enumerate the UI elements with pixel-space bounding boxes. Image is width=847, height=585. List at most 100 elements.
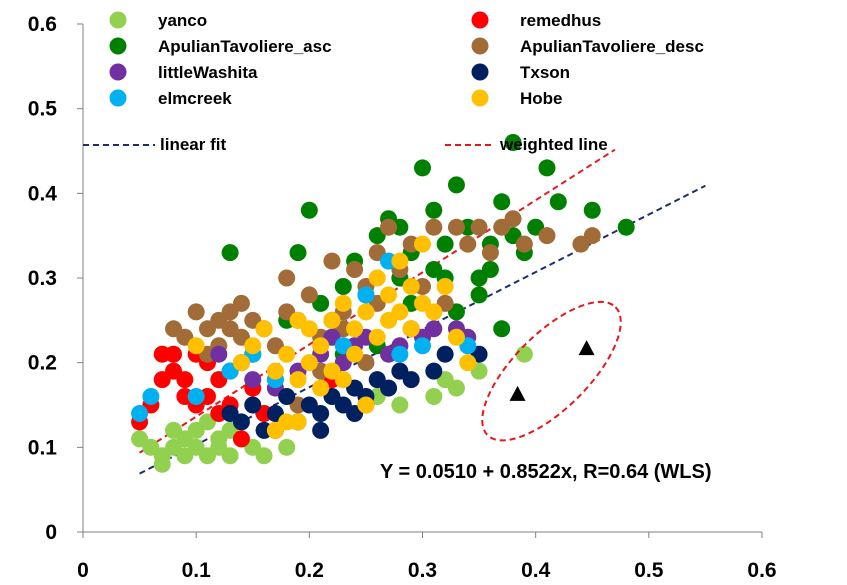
- data-point: [481, 261, 499, 279]
- legend-label: remedhus: [520, 11, 601, 30]
- legend-label: Hobe: [520, 89, 563, 108]
- series-Txson: [221, 345, 488, 439]
- y-tick-label: 0: [45, 521, 57, 544]
- data-point: [459, 354, 477, 372]
- data-point: [538, 159, 556, 177]
- data-point: [131, 404, 149, 422]
- data-point: [357, 286, 375, 304]
- data-point: [357, 396, 375, 414]
- data-point: [312, 404, 330, 422]
- data-point: [549, 193, 567, 211]
- legend: yanco remedhus ApulianTavoliere_asc Apulian…: [83, 11, 704, 154]
- tick-labels: 0 0.1 0.2 0.3 0.4 0.5 0.6 0 0.1 0.2 0.3 0.4 0.5 0.6: [28, 13, 777, 582]
- data-point: [210, 345, 228, 363]
- data-point: [538, 227, 556, 245]
- y-tick-label: 0.1: [28, 436, 58, 459]
- data-point: [300, 354, 318, 372]
- data-point: [289, 371, 307, 389]
- legend-label: littleWashita: [158, 63, 258, 82]
- data-point: [255, 320, 273, 338]
- data-point: [447, 328, 465, 346]
- legend-label: yanco: [158, 11, 207, 30]
- data-point: [583, 227, 601, 245]
- data-point: [266, 421, 284, 439]
- data-point: [244, 337, 262, 355]
- legend-label: linear fit: [160, 135, 226, 154]
- data-point: [153, 455, 171, 473]
- data-point: [504, 134, 522, 152]
- data-point: [300, 201, 318, 219]
- data-point: [334, 371, 352, 389]
- legend-marker: [471, 37, 489, 55]
- data-point: [346, 345, 364, 363]
- outlier-ellipse: [481, 300, 622, 442]
- data-point: [232, 413, 250, 431]
- data-point: [346, 261, 364, 279]
- data-point: [380, 218, 398, 236]
- data-point: [187, 388, 205, 406]
- data-point: [232, 430, 250, 448]
- x-tick-label: 0.1: [182, 559, 212, 582]
- data-point: [368, 328, 386, 346]
- data-point: [414, 159, 431, 177]
- data-point: [221, 244, 239, 262]
- data-point: [232, 294, 250, 312]
- y-tick-label: 0.4: [28, 182, 58, 205]
- data-point: [436, 277, 454, 295]
- data-point: [221, 447, 239, 465]
- data-point: [244, 396, 262, 414]
- data-point: [470, 286, 488, 304]
- data-point: [346, 320, 364, 338]
- legend-marker: [471, 89, 489, 107]
- data-point: [312, 337, 330, 355]
- data-point: [425, 218, 443, 236]
- data-point: [493, 320, 511, 338]
- data-point: [402, 277, 420, 295]
- data-point: [515, 235, 533, 253]
- data-point: [425, 320, 443, 338]
- x-tick-label: 0.3: [408, 559, 437, 582]
- scatter-points: [131, 134, 635, 473]
- data-point: [266, 362, 284, 380]
- legend-marker: [471, 11, 489, 29]
- data-point: [380, 286, 398, 304]
- data-point: [278, 388, 296, 406]
- data-point: [187, 303, 205, 321]
- data-point: [357, 303, 375, 321]
- data-point: [414, 337, 431, 355]
- data-point: [425, 362, 443, 380]
- data-point: [425, 388, 443, 406]
- data-point: [493, 193, 511, 211]
- data-point: [583, 201, 601, 219]
- data-point: [187, 337, 205, 355]
- data-point: [515, 345, 533, 363]
- data-point: [368, 269, 386, 287]
- series-Hobe: [187, 235, 477, 439]
- legend-marker: [109, 11, 127, 29]
- legend-label: ApulianTavoliere_desc: [520, 37, 704, 56]
- y-tick-label: 0.5: [28, 98, 58, 121]
- data-point: [402, 320, 420, 338]
- legend-marker: [471, 63, 489, 81]
- x-tick-label: 0.6: [747, 559, 776, 582]
- legend-marker: [109, 63, 127, 81]
- x-tick-label: 0.4: [521, 559, 551, 582]
- data-point: [278, 269, 296, 287]
- data-point: [447, 176, 465, 194]
- data-point: [289, 244, 307, 262]
- x-tick-label: 0.5: [634, 559, 664, 582]
- legend-label: elmcreek: [158, 89, 232, 108]
- data-point: [232, 354, 250, 372]
- data-point: [447, 218, 465, 236]
- data-point: [425, 303, 443, 321]
- x-tick-label: 0: [77, 559, 89, 582]
- data-point: [470, 218, 488, 236]
- data-point: [380, 379, 398, 397]
- outlier-ellipse-layer: [481, 300, 622, 442]
- data-point: [300, 286, 318, 304]
- data-point: [391, 303, 409, 321]
- data-point: [300, 320, 318, 338]
- data-point: [391, 345, 409, 363]
- data-point: [278, 438, 296, 456]
